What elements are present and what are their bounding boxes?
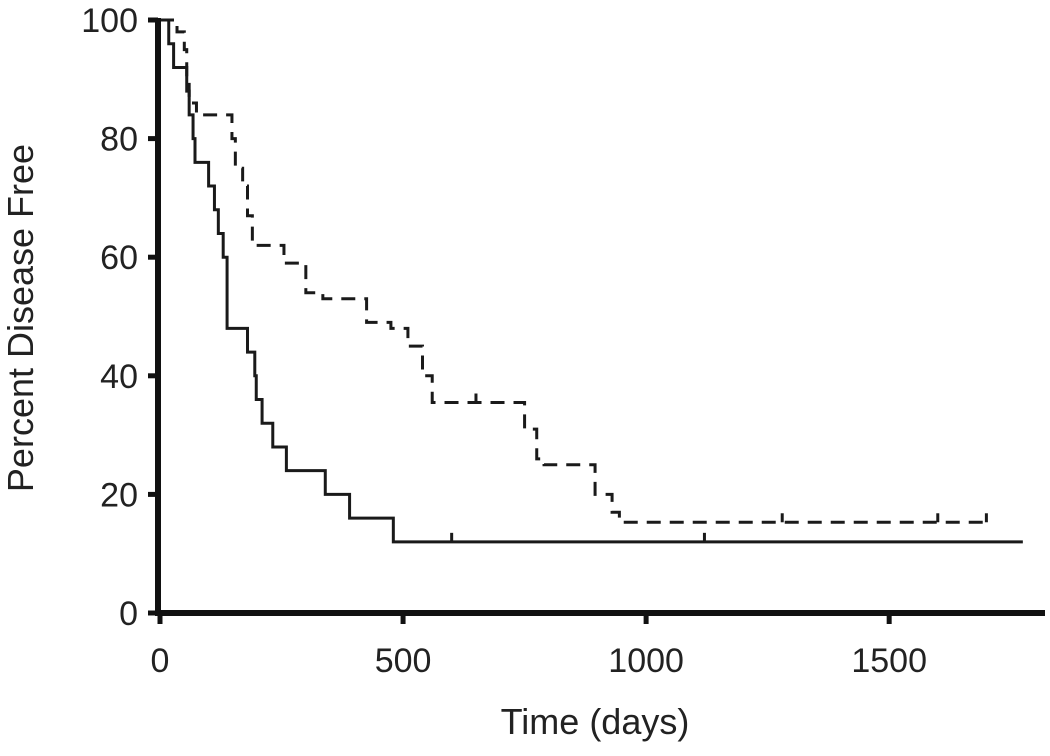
- x-tick-label: 500: [375, 642, 432, 680]
- y-tick-label: 0: [119, 595, 138, 633]
- x-tick-label: 1000: [608, 642, 684, 680]
- y-tick-label: 60: [100, 239, 138, 277]
- y-tick-label: 100: [81, 2, 138, 40]
- survival-curve-dashed: [160, 18, 987, 524]
- y-tick-label: 20: [100, 476, 138, 514]
- x-axis-title: Time (days): [501, 701, 690, 742]
- y-tick-label: 80: [100, 121, 138, 159]
- axes: [155, 18, 1045, 616]
- axis-ticks: [148, 17, 892, 624]
- x-tick-label: 0: [151, 642, 170, 680]
- x-tick-label: 1500: [851, 642, 927, 680]
- y-axis-title: Percent Disease Free: [0, 144, 41, 492]
- y-tick-label: 40: [100, 358, 138, 396]
- plot-area: [160, 18, 1023, 544]
